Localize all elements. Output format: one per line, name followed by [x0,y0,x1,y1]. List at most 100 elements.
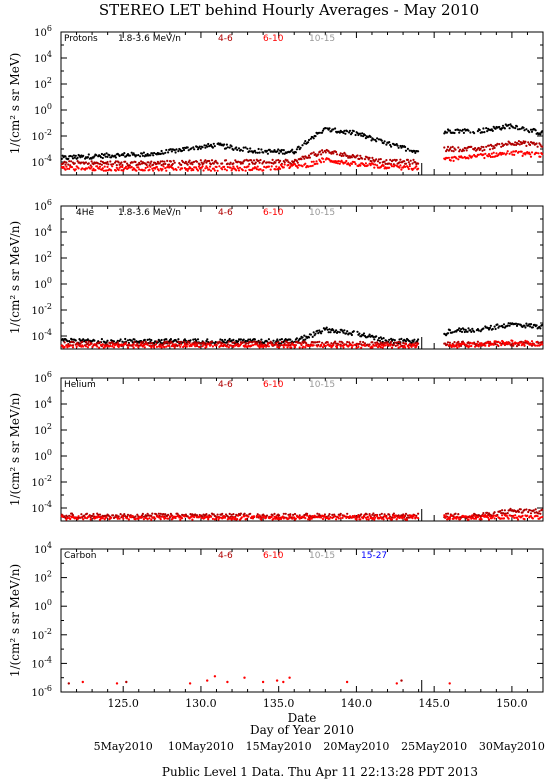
data-point [488,340,492,343]
data-point [254,151,257,154]
data-point [64,163,67,166]
data-point [515,143,518,147]
data-point [190,147,193,150]
data-point [282,149,285,152]
data-point [81,680,85,684]
data-point [131,168,134,171]
data-point [181,517,184,520]
data-point [307,165,311,168]
data-point [160,164,163,167]
data-point [338,153,341,157]
data-point [480,342,483,345]
data-point [189,167,192,170]
data-point [508,342,511,345]
data-point [467,327,470,330]
data-point [526,514,529,517]
data-point [404,343,408,346]
data-point [136,342,139,345]
data-point [348,131,351,134]
data-point [257,339,260,342]
data-point [477,345,480,348]
data-point [342,346,345,349]
data-point [93,155,96,158]
data-point [289,513,292,516]
data-point [487,153,491,156]
data-point [227,340,230,343]
data-point [110,516,113,519]
data-point [411,517,414,520]
data-point [131,343,134,346]
data-point [363,164,367,168]
legend-label: 6-10 [263,34,284,44]
data-point [462,149,465,152]
data-point [101,517,104,520]
data-point [515,125,519,128]
data-point [87,515,90,518]
data-point [237,514,240,517]
data-point [337,517,340,520]
data-point [195,339,198,342]
data-point [172,159,175,162]
data-point [260,148,263,151]
data-point [487,341,490,344]
data-point [173,161,176,164]
y-tick-label: 104 [34,541,52,556]
data-point [541,130,544,133]
data-point [395,143,398,146]
x-axis-label: Day of Year 2010 [250,723,354,737]
data-point [245,517,248,521]
data-point [216,162,219,165]
data-point [333,513,336,516]
data-point [193,343,196,346]
data-point [125,680,128,684]
data-point [63,515,66,518]
data-point [161,160,164,163]
data-point [521,141,524,145]
data-point [294,344,297,347]
data-point [206,338,209,341]
data-point [406,147,409,150]
data-point [352,330,355,333]
data-point [155,165,158,169]
data-point [164,151,167,154]
data-point [478,128,481,132]
data-point [120,169,123,172]
data-point [207,518,210,521]
data-point [182,146,185,150]
data-point [408,149,411,152]
data-point [170,150,173,153]
data-point [257,159,260,162]
data-point [230,145,233,148]
data-point [367,344,370,347]
data-point [262,169,265,172]
data-point [353,514,356,517]
y-axis-label: 1/(cm² s sr MeV/n) [8,564,22,677]
data-point [84,516,87,519]
data-point [153,151,156,155]
data-point [105,162,108,165]
y-tick-label: 102 [34,250,52,265]
data-point [116,339,119,342]
data-point [346,154,349,157]
data-point [446,148,449,151]
data-point [61,515,64,518]
data-point [162,152,165,155]
data-point [417,512,420,515]
data-point [282,512,285,515]
data-point [321,149,324,152]
data-point [448,341,451,344]
data-point [232,162,235,165]
data-point [477,329,480,332]
data-point [311,335,314,338]
data-point [335,150,338,154]
data-point [150,339,153,342]
data-point [331,516,334,520]
data-point [524,153,527,156]
data-point [539,133,542,136]
data-point [479,344,482,347]
data-point [316,512,319,515]
data-point [114,160,117,163]
data-point [314,135,317,138]
data-point [336,162,339,165]
data-point [460,150,464,153]
